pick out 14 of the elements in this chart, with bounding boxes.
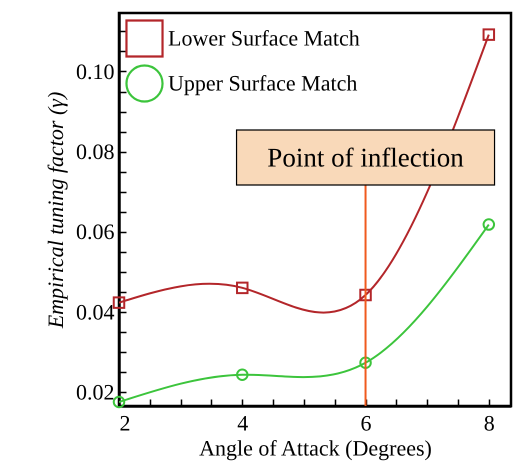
- y-tick-label: 0.08: [76, 139, 114, 164]
- x-tick-label: 4: [237, 410, 248, 436]
- x-tick-label: 8: [484, 410, 495, 436]
- y-tick-label: 0.04: [76, 299, 114, 324]
- y-tick-label: 0.10: [76, 58, 114, 84]
- ref-line-label: Point of inflection: [267, 142, 464, 172]
- legend-label: Lower Surface Match: [168, 26, 360, 50]
- y-tick-label: 0.02: [76, 379, 114, 404]
- x-tick-label: 2: [120, 410, 130, 436]
- y-axis-title: Empirical tuning factor (γ): [43, 92, 68, 330]
- x-axis-title: Angle of Attack (Degrees): [199, 436, 432, 460]
- y-tick-label: 0.06: [76, 219, 114, 244]
- legend-label: Upper Surface Match: [168, 70, 358, 96]
- x-tick-label: 6: [360, 410, 372, 436]
